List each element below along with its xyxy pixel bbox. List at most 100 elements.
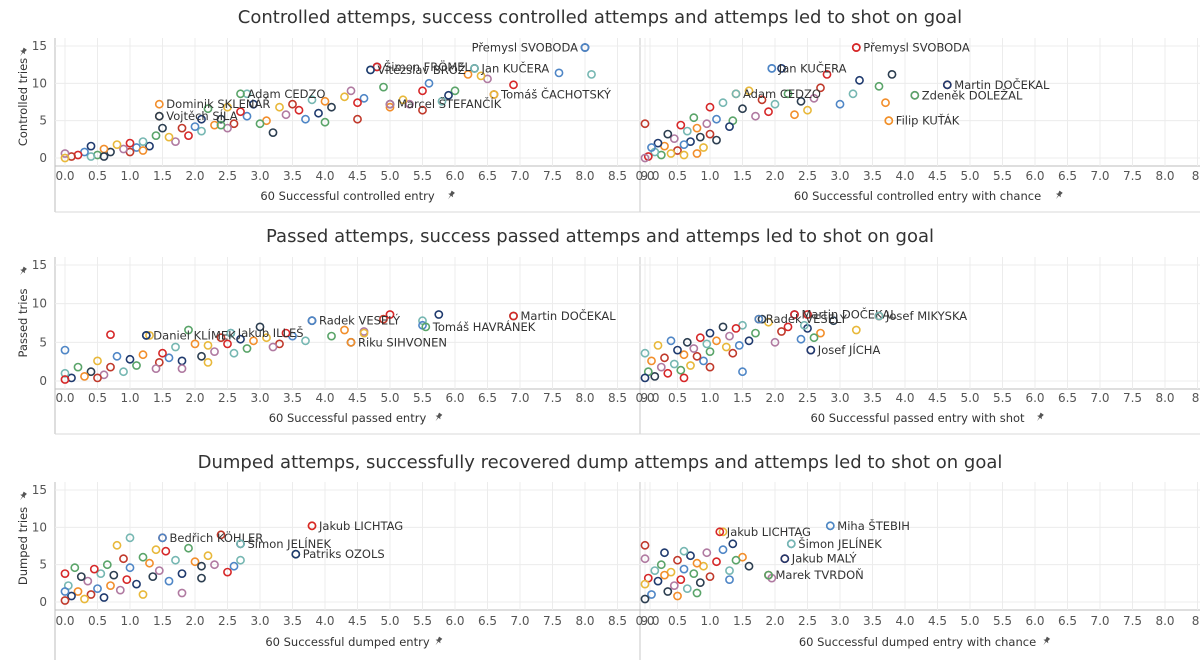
scatter-point[interactable] bbox=[197, 573, 206, 583]
scatter-point[interactable] bbox=[725, 122, 734, 131]
x-axis-pin-icon[interactable] bbox=[433, 412, 443, 423]
scatter-point[interactable] bbox=[705, 328, 715, 338]
scatter-point[interactable] bbox=[138, 350, 148, 360]
scatter-point[interactable] bbox=[790, 110, 799, 120]
scatter-point[interactable] bbox=[119, 367, 128, 377]
scatter-point[interactable] bbox=[125, 138, 135, 148]
scatter-point[interactable] bbox=[712, 135, 721, 145]
scatter-point[interactable] bbox=[855, 75, 864, 85]
scatter-point[interactable] bbox=[874, 81, 884, 91]
scatter-point[interactable] bbox=[177, 569, 187, 578]
scatter-point[interactable] bbox=[816, 83, 825, 93]
labeled-point[interactable] bbox=[421, 322, 431, 332]
scatter-point[interactable] bbox=[138, 137, 148, 146]
scatter-point[interactable] bbox=[676, 575, 686, 584]
labeled-point[interactable] bbox=[307, 521, 317, 531]
scatter-point[interactable] bbox=[682, 337, 692, 347]
labeled-point[interactable] bbox=[790, 310, 799, 319]
labeled-point[interactable] bbox=[489, 90, 499, 99]
scatter-point[interactable] bbox=[686, 361, 695, 370]
y-axis-pin-icon[interactable] bbox=[18, 266, 28, 277]
scatter-point[interactable] bbox=[145, 141, 154, 151]
scatter-point[interactable] bbox=[89, 564, 99, 574]
scatter-point[interactable] bbox=[702, 339, 712, 349]
scatter-point[interactable] bbox=[689, 113, 699, 123]
scatter-point[interactable] bbox=[679, 140, 689, 149]
scatter-point[interactable] bbox=[210, 560, 219, 570]
scatter-point[interactable] bbox=[73, 587, 83, 596]
scatter-point[interactable] bbox=[112, 140, 122, 149]
labeled-point[interactable] bbox=[154, 111, 164, 121]
labeled-point[interactable] bbox=[754, 314, 764, 324]
scatter-point[interactable] bbox=[702, 119, 712, 129]
scatter-point[interactable] bbox=[327, 102, 336, 112]
scatter-point[interactable] bbox=[171, 342, 180, 352]
scatter-point[interactable] bbox=[647, 143, 656, 152]
scatter-point[interactable] bbox=[418, 105, 427, 115]
labeled-point[interactable] bbox=[780, 554, 790, 564]
scatter-point[interactable] bbox=[718, 545, 728, 555]
scatter-point[interactable] bbox=[434, 310, 444, 319]
scatter-point[interactable] bbox=[281, 328, 291, 338]
scatter-point[interactable] bbox=[236, 555, 245, 565]
scatter-point[interactable] bbox=[307, 95, 317, 105]
scatter-point[interactable] bbox=[663, 368, 673, 378]
scatter-point[interactable] bbox=[164, 353, 174, 363]
scatter-point[interactable] bbox=[437, 96, 447, 106]
scatter-point[interactable] bbox=[161, 546, 171, 556]
scatter-point[interactable] bbox=[67, 591, 76, 601]
scatter-point[interactable] bbox=[80, 371, 89, 381]
scatter-point[interactable] bbox=[676, 120, 686, 130]
scatter-point[interactable] bbox=[320, 117, 330, 127]
scatter-point[interactable] bbox=[385, 102, 395, 112]
labeled-point[interactable] bbox=[580, 43, 590, 52]
scatter-point[interactable] bbox=[106, 330, 115, 339]
scatter-point[interactable] bbox=[112, 351, 122, 361]
scatter-point[interactable] bbox=[242, 344, 252, 353]
scatter-point[interactable] bbox=[682, 126, 692, 136]
scatter-point[interactable] bbox=[679, 373, 689, 383]
scatter-point[interactable] bbox=[102, 560, 112, 570]
scatter-point[interactable] bbox=[148, 572, 158, 581]
scatter-point[interactable] bbox=[757, 95, 767, 105]
scatter-point[interactable] bbox=[197, 351, 206, 361]
scatter-point[interactable] bbox=[751, 111, 760, 121]
scatter-point[interactable] bbox=[692, 123, 702, 133]
scatter-point[interactable] bbox=[229, 348, 239, 358]
scatter-point[interactable] bbox=[158, 123, 167, 133]
scatter-point[interactable] bbox=[695, 132, 705, 142]
labeled-point[interactable] bbox=[307, 316, 317, 326]
scatter-point[interactable] bbox=[151, 545, 161, 555]
scatter-point[interactable] bbox=[60, 368, 70, 378]
scatter-point[interactable] bbox=[119, 144, 128, 154]
scatter-point[interactable] bbox=[809, 333, 819, 343]
x-axis-pin-icon[interactable] bbox=[446, 190, 456, 201]
scatter-point[interactable] bbox=[676, 365, 686, 375]
scatter-point[interactable] bbox=[138, 552, 148, 562]
scatter-point[interactable] bbox=[398, 95, 408, 105]
scatter-point[interactable] bbox=[164, 132, 174, 142]
scatter-point[interactable] bbox=[653, 340, 663, 350]
scatter-point[interactable] bbox=[653, 138, 663, 148]
scatter-point[interactable] bbox=[734, 340, 744, 350]
scatter-point[interactable] bbox=[673, 555, 682, 565]
x-axis-pin-icon[interactable] bbox=[1035, 412, 1045, 423]
scatter-point[interactable] bbox=[60, 375, 70, 384]
scatter-point[interactable] bbox=[60, 345, 70, 355]
labeled-point[interactable] bbox=[786, 539, 796, 549]
labeled-point[interactable] bbox=[366, 65, 375, 75]
scatter-point[interactable] bbox=[184, 543, 193, 553]
scatter-point[interactable] bbox=[660, 548, 669, 558]
scatter-point[interactable] bbox=[679, 546, 689, 556]
scatter-point[interactable] bbox=[712, 557, 721, 567]
scatter-point[interactable] bbox=[835, 99, 845, 109]
scatter-point[interactable] bbox=[145, 558, 154, 568]
scatter-point[interactable] bbox=[93, 356, 102, 366]
scatter-point[interactable] bbox=[751, 328, 760, 338]
scatter-point[interactable] bbox=[177, 588, 187, 598]
scatter-point[interactable] bbox=[731, 323, 741, 333]
scatter-point[interactable] bbox=[699, 143, 708, 152]
scatter-point[interactable] bbox=[887, 70, 897, 79]
scatter-point[interactable] bbox=[171, 555, 180, 565]
scatter-point[interactable] bbox=[340, 92, 349, 102]
